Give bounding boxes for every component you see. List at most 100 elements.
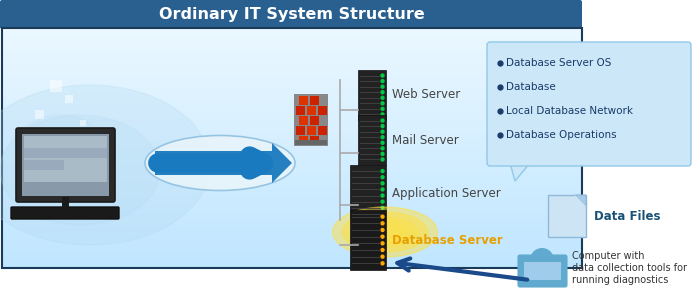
Bar [2,227,582,230]
Bar [2,194,582,196]
Bar [2,256,582,258]
Bar [2,263,582,266]
Bar [2,90,582,93]
Bar [2,93,582,95]
Bar [2,129,582,131]
Bar [2,266,582,268]
Bar [2,110,582,112]
Bar [2,191,582,194]
Bar [2,134,582,136]
Circle shape [381,170,384,173]
Bar [295,106,304,114]
Text: Local Database Network: Local Database Network [506,106,633,116]
Circle shape [381,91,384,94]
FancyBboxPatch shape [16,128,115,202]
Bar [2,114,582,117]
Bar [22,134,109,196]
Bar [2,100,582,102]
Bar [50,80,62,92]
Circle shape [381,229,384,232]
Bar [2,235,582,237]
Bar [298,135,307,145]
Bar [2,249,582,251]
Text: Mail Server: Mail Server [392,134,459,147]
Bar [2,177,582,179]
Bar [2,98,582,100]
Circle shape [381,242,384,245]
Circle shape [381,206,384,209]
Bar [2,167,582,170]
Bar [2,186,582,189]
Circle shape [381,130,384,133]
Ellipse shape [363,221,407,243]
Bar [2,73,582,76]
Circle shape [381,80,384,83]
FancyBboxPatch shape [0,0,582,29]
Circle shape [381,158,384,161]
Bar [2,117,582,119]
Bar [2,62,582,64]
Circle shape [381,107,384,110]
Bar [2,196,582,199]
Circle shape [381,255,384,258]
Text: Database: Database [506,82,556,92]
FancyBboxPatch shape [487,42,691,166]
Bar [2,201,582,203]
Bar [2,119,582,122]
Bar [2,50,582,52]
Bar [2,47,582,50]
Bar [2,83,582,86]
Bar [2,131,582,134]
Circle shape [381,182,384,185]
Text: Database Operations: Database Operations [506,130,617,140]
Bar [2,71,582,73]
Bar [2,160,582,163]
Bar [2,148,582,150]
Bar [2,136,582,138]
Bar [2,88,582,90]
Circle shape [381,262,384,265]
Circle shape [381,188,384,191]
Bar [350,210,386,270]
Bar [2,138,582,141]
Bar [2,66,582,69]
Ellipse shape [353,217,417,247]
Bar [2,179,582,182]
Circle shape [381,147,384,150]
Bar [2,222,582,225]
Circle shape [381,215,384,218]
Bar [2,76,582,78]
Bar [35,110,44,119]
Bar [2,37,582,40]
Bar [2,244,582,246]
Bar [2,232,582,235]
Bar [2,239,582,242]
Bar [2,218,582,220]
Bar [309,135,318,145]
Polygon shape [575,195,586,206]
Polygon shape [155,143,292,183]
Bar [2,158,582,160]
Bar [307,106,316,114]
Bar [2,107,582,110]
Polygon shape [510,163,530,181]
Bar [2,30,582,33]
Text: Database Server OS: Database Server OS [506,58,611,68]
Bar [2,237,582,239]
FancyBboxPatch shape [518,255,567,287]
Circle shape [381,119,384,122]
Bar [2,28,582,30]
Bar [2,112,582,114]
Text: Web Server: Web Server [392,88,461,101]
Text: Database Server: Database Server [392,234,503,247]
Bar [2,220,582,222]
Bar [2,230,582,232]
Bar [2,225,582,227]
Bar [358,115,386,165]
Bar [2,150,582,153]
Bar [24,136,107,182]
Bar [309,116,318,124]
Bar [2,69,582,71]
Bar [2,35,582,37]
Bar [2,155,582,158]
